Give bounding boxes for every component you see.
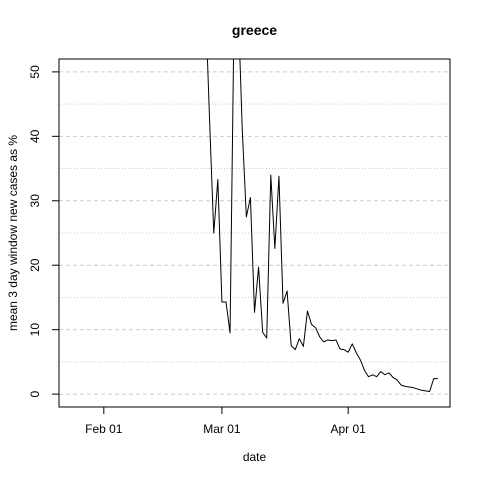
plot-frame (58, 58, 451, 408)
y-axis-label: mean 3 day window new cases as % (6, 135, 20, 331)
y-tick-label: 0 (28, 390, 42, 397)
y-tick-label: 20 (28, 258, 42, 272)
y-axis: 0 10 20 30 40 50 (28, 65, 59, 397)
x-axis: Feb 01 Mar 01 Apr 01 (85, 407, 366, 436)
grid-lines (59, 71, 450, 395)
y-tick-label: 10 (28, 323, 42, 337)
x-tick-label: Apr 01 (330, 422, 366, 436)
y-tick-label: 30 (28, 194, 42, 208)
chart-title: greece (232, 22, 277, 38)
x-tick-label: Mar 01 (203, 422, 241, 436)
y-tick-label: 40 (28, 129, 42, 143)
series-layer (206, 59, 438, 393)
y-tick-label: 50 (28, 65, 42, 79)
x-tick-label: Feb 01 (85, 422, 123, 436)
series-line (206, 59, 438, 393)
x-axis-label: date (243, 450, 267, 464)
